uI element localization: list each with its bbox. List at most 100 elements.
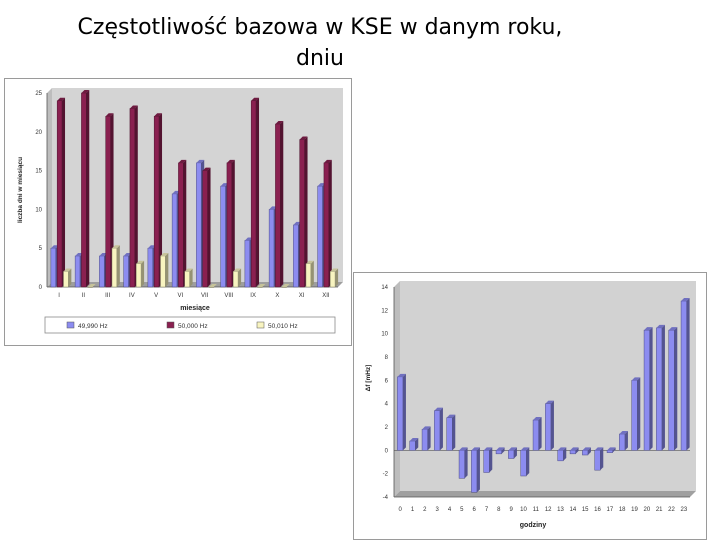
chart2-bar (421, 426, 431, 451)
chart2-bar (680, 298, 690, 451)
chart2-bar (668, 327, 678, 451)
chart1-x-tick-label: II (82, 293, 86, 299)
chart2-y-tick-label: 2 (385, 425, 389, 431)
chart1-bar-2 (153, 113, 163, 288)
chart1-bar-3 (135, 260, 145, 288)
chart1-bar-3 (329, 268, 339, 288)
chart2-bar (594, 447, 604, 471)
chart1-bar-2 (178, 159, 187, 288)
chart1-x-axis-title: miesiące (180, 305, 210, 312)
chart2-x-tick-label: 2 (423, 507, 427, 513)
chart2-x-tick-label: 10 (520, 507, 527, 513)
chart1-x-tick-label: VI (178, 293, 184, 299)
chart1-bar-3 (257, 284, 266, 288)
chart2-y-tick-label: 4 (385, 402, 389, 408)
chart1-bar-2 (323, 159, 332, 288)
chart1-legend-swatch (166, 321, 175, 329)
chart1-bar-3 (281, 284, 290, 288)
chart2-bar (471, 447, 480, 493)
chart2-bar (508, 447, 517, 459)
chart1-bar-2 (129, 105, 138, 288)
chart2-bar (520, 447, 530, 477)
chart2-bar (557, 447, 567, 462)
chart2-bar (631, 377, 641, 451)
chart1-bar-3 (63, 268, 72, 288)
chart2-bar (434, 407, 443, 451)
chart2-bar (495, 447, 505, 455)
chart2-x-tick-label: 11 (533, 507, 540, 513)
chart1-bar-2 (226, 159, 235, 288)
chart2-bar (545, 400, 554, 451)
chart2-bar (569, 447, 579, 455)
chart1-x-tick-label: XII (322, 293, 330, 299)
chart1-legend-label: 50,010 Hz (268, 323, 298, 330)
chart1-bar-3 (87, 284, 96, 288)
chart2-x-tick-label: 19 (631, 507, 638, 513)
chart2-y-tick-label: 14 (381, 285, 388, 291)
chart2-y-tick-label: 6 (385, 378, 389, 384)
chart2-x-tick-label: 15 (582, 507, 589, 513)
chart1-bar-2 (105, 113, 114, 288)
chart1-bar-2 (299, 136, 308, 288)
chart2-x-tick-label: 1 (411, 507, 415, 513)
chart1-legend-box (44, 316, 336, 334)
chart2-bar (409, 438, 419, 451)
chart2-x-tick-label: 7 (485, 507, 489, 513)
chart2-bar (643, 327, 653, 451)
chart1-x-tick-label: I (58, 293, 60, 299)
chart2-y-tick-label: 10 (381, 332, 388, 338)
chart1-bar-3 (160, 252, 169, 288)
chart1-bar-3 (184, 268, 193, 288)
chart2-x-tick-label: 14 (569, 507, 576, 513)
chart1-x-tick-label: VIII (224, 293, 233, 299)
chart2-y-axis-title: Δf [mHz] (365, 365, 372, 392)
chart2-x-tick-label: 3 (435, 507, 439, 513)
chart1-bar-3 (208, 284, 217, 288)
chart2-floor (394, 491, 696, 497)
chart1-y-axis-title: liczba dni w miesiącu (17, 157, 24, 223)
chart1-y-tick-label: 5 (39, 246, 43, 252)
chart1-bar-3 (232, 268, 242, 288)
chart1-y-tick-label: 0 (39, 285, 43, 291)
chart2-bar (483, 447, 493, 473)
chart1-legend-swatch (256, 321, 265, 329)
chart2-y-tick-label: 8 (385, 355, 389, 361)
slide-title-line-1: Częstotliwość bazowa w KSE w danym roku, (77, 15, 563, 40)
chart2-bar (532, 417, 542, 451)
chart2-x-tick-label: 12 (545, 507, 552, 513)
chart1-y-tick-label: 10 (35, 207, 42, 213)
chart1-x-tick-label: IX (250, 293, 256, 299)
chart2-bar (619, 431, 628, 451)
monthly-frequency-chart-panel: 0 5 10 15 20 25 I II III IV V VI VII VIII IX X XI XII mies… (4, 78, 352, 346)
chart1-x-tick-label: VII (201, 293, 209, 299)
slide-title-line-2: dniu (296, 46, 344, 71)
chart2-x-axis-title: godziny (520, 522, 547, 529)
chart1-legend-label: 50,000 Hz (178, 323, 208, 330)
chart2-bar (458, 447, 468, 479)
chart1-bar-2 (202, 167, 211, 288)
chart1-x-tick-label: III (105, 293, 110, 299)
chart2-y-tick-label: -2 (383, 472, 389, 478)
chart2-y-tick-label: 12 (381, 308, 388, 314)
chart2-bar (606, 447, 616, 453)
hourly-deviation-chart-panel: -4 -2 0 2 4 6 8 10 12 14 0 1 2 3 4 5 6 7 8 9 10 11 12 13 14 15 16 1… (353, 272, 707, 540)
chart2-x-tick-label: 21 (656, 507, 663, 513)
chart1-x-tick-label: X (275, 293, 279, 299)
chart1-bar-2 (250, 97, 260, 288)
chart2-x-tick-label: 16 (594, 507, 601, 513)
chart2-x-tick-label: 8 (497, 507, 501, 513)
chart1-x-tick-label: IV (129, 293, 135, 299)
chart2-x-tick-label: 18 (619, 507, 626, 513)
chart2-x-tick-label: 9 (509, 507, 513, 513)
chart1-side-wall (47, 88, 52, 287)
chart2-x-tick-label: 17 (606, 507, 613, 513)
chart1-x-tick-label: V (154, 293, 158, 299)
chart1-bar-3 (111, 245, 120, 288)
chart2-bar (582, 447, 591, 456)
chart2-y-tick-label: -4 (383, 495, 389, 501)
chart1-bar-3 (305, 260, 314, 288)
chart2-x-tick-label: 22 (668, 507, 675, 513)
chart2-bar (397, 373, 406, 451)
chart2-x-tick-label: 20 (643, 507, 650, 513)
